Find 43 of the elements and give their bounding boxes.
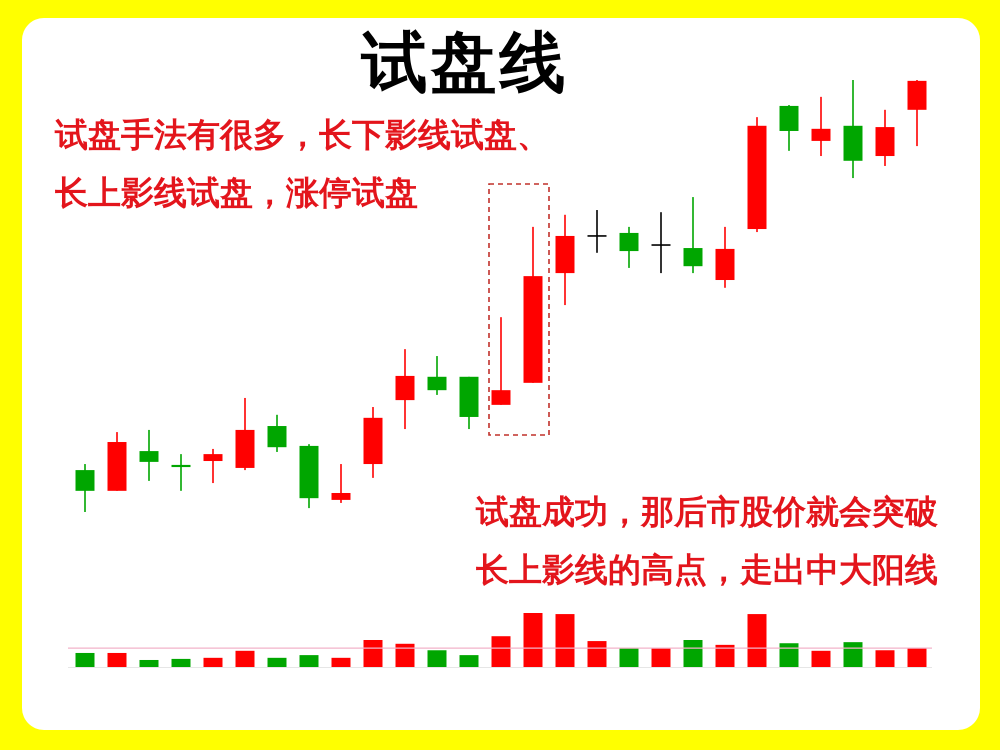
candlestick [140, 429, 158, 482]
bar [236, 650, 254, 667]
candlestick [172, 453, 190, 492]
bar [684, 640, 702, 667]
candlestick [588, 209, 606, 254]
bar [172, 658, 190, 667]
bar [108, 652, 126, 667]
bar [332, 658, 350, 667]
bar [748, 614, 766, 667]
bar [140, 660, 158, 667]
candlestick [268, 414, 286, 453]
candlestick [76, 463, 94, 513]
bar [460, 655, 478, 667]
bar [524, 613, 542, 667]
bar [652, 648, 670, 667]
bar [492, 636, 510, 667]
candlestick [332, 463, 350, 504]
bar [268, 658, 286, 667]
candlestick [652, 211, 670, 274]
candlestick [492, 316, 510, 406]
annotation: 试盘成功，那后市股价就会突破长上影线的高点，走出中大阳线 [476, 491, 939, 591]
bar [556, 614, 574, 667]
bar [780, 643, 798, 667]
bar [620, 648, 638, 667]
candlestick [684, 196, 702, 274]
candlestick [620, 226, 638, 269]
candlestick [428, 355, 446, 396]
chart-title: 试盘线 [362, 23, 568, 103]
bar [396, 644, 414, 667]
bar [908, 648, 926, 667]
bar [76, 652, 94, 667]
bar [588, 641, 606, 667]
bar [716, 644, 734, 667]
candlestick [812, 96, 830, 157]
bar [844, 642, 862, 667]
bar [812, 650, 830, 667]
bar [428, 650, 446, 667]
bar [300, 655, 318, 667]
bar [204, 658, 222, 667]
bar [876, 650, 894, 667]
bar [364, 640, 382, 667]
annotation: 试盘手法有很多，长下影线试盘、长上影线试盘，涨停试盘 [55, 114, 551, 214]
candlestick [204, 448, 222, 484]
